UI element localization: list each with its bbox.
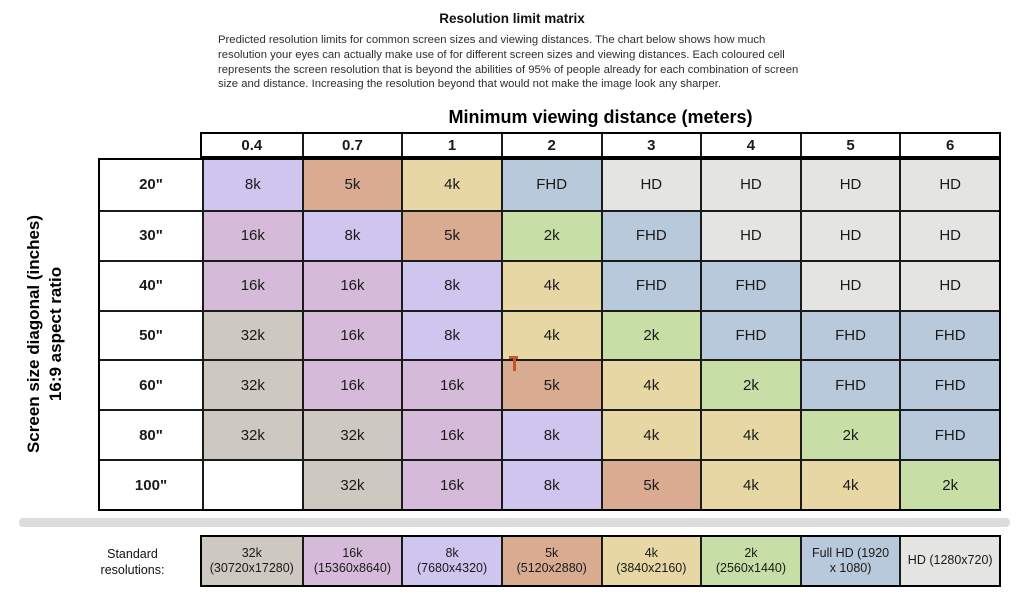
matrix-header-row: 0.4 0.7 1 2 3 4 5 6 bbox=[200, 132, 1001, 158]
matrix-cell: HD bbox=[899, 160, 999, 210]
matrix-cell: 5k bbox=[500, 359, 601, 410]
matrix-cell: FHD bbox=[500, 160, 601, 210]
column-header: 0.7 bbox=[301, 134, 402, 156]
matrix-cell: 4k bbox=[500, 259, 601, 310]
legend-item: 4k (3840x2160) bbox=[600, 537, 701, 585]
matrix-cell: FHD bbox=[899, 309, 999, 360]
row-label: 60" bbox=[100, 359, 202, 410]
matrix-cell: 8k bbox=[401, 309, 501, 360]
matrix-cell: 16k bbox=[401, 359, 501, 410]
column-header: 2 bbox=[500, 134, 601, 156]
matrix-cell: FHD bbox=[700, 309, 800, 360]
matrix-cell: 4k bbox=[600, 359, 701, 410]
legend-item: 8k (7680x4320) bbox=[401, 537, 501, 585]
matrix-cell: 8k bbox=[401, 259, 501, 310]
description-line: represents the screen resolution that is… bbox=[218, 63, 799, 76]
row-label: 80" bbox=[100, 409, 202, 460]
row-label: 50" bbox=[100, 309, 202, 360]
matrix-cell: 2k bbox=[600, 309, 701, 360]
legend-item: 2k (2560x1440) bbox=[700, 537, 800, 585]
legend-item: HD (1280x720) bbox=[899, 537, 999, 585]
description-line: Predicted resolution limits for common s… bbox=[218, 34, 766, 46]
matrix-cell: FHD bbox=[600, 259, 701, 310]
matrix-cell: HD bbox=[700, 160, 800, 210]
matrix-cell: 16k bbox=[301, 359, 402, 410]
x-axis-title: Minimum viewing distance (meters) bbox=[448, 107, 753, 127]
matrix-cell: 2k bbox=[899, 459, 999, 509]
matrix-cell: 4k bbox=[401, 160, 501, 210]
matrix-cell: 16k bbox=[401, 409, 501, 460]
matrix-body: 20" 8k 5k 4k FHD HD HD HD HD 30" 16k 8k 5k 2k FHD HD HD H… bbox=[98, 158, 1001, 511]
matrix-cell: 5k bbox=[301, 160, 402, 210]
matrix-cell: 4k bbox=[700, 459, 800, 509]
matrix-cell: 8k bbox=[202, 160, 302, 210]
matrix-cell: 8k bbox=[500, 409, 601, 460]
legend-item: 5k (5120x2880) bbox=[500, 537, 601, 585]
matrix-cell: HD bbox=[600, 160, 701, 210]
matrix-cell: HD bbox=[899, 259, 999, 310]
matrix-cell: 4k bbox=[500, 309, 601, 360]
matrix-cell: 4k bbox=[799, 459, 900, 509]
matrix-cell: 4k bbox=[700, 409, 800, 460]
row-label: 40" bbox=[100, 259, 202, 310]
matrix-cell: 5k bbox=[401, 209, 501, 260]
matrix-cell: FHD bbox=[799, 309, 900, 360]
red-mark-artifact bbox=[509, 356, 521, 372]
row-label: 20" bbox=[100, 160, 202, 210]
matrix-cell: HD bbox=[799, 259, 900, 310]
matrix-cell: 32k bbox=[202, 409, 302, 460]
legend-row: 32k (30720x17280) 16k (15360x8640) 8k (7680x4… bbox=[200, 535, 1001, 587]
horizontal-divider-bar bbox=[19, 518, 1010, 527]
matrix-cell bbox=[202, 459, 302, 509]
matrix-cell: FHD bbox=[799, 359, 900, 410]
matrix-cell: HD bbox=[700, 209, 800, 260]
matrix-cell: 32k bbox=[301, 409, 402, 460]
matrix-cell: 16k bbox=[202, 209, 302, 260]
row-label: 100" bbox=[100, 459, 202, 509]
y-axis-label-line2: 16:9 aspect ratio bbox=[46, 266, 65, 402]
matrix-cell: 4k bbox=[600, 409, 701, 460]
column-header: 1 bbox=[401, 134, 501, 156]
matrix-cell: 16k bbox=[301, 309, 402, 360]
matrix-cell: FHD bbox=[600, 209, 701, 260]
matrix-cell: FHD bbox=[899, 359, 999, 410]
matrix-cell: 32k bbox=[202, 309, 302, 360]
legend-item: 32k (30720x17280) bbox=[202, 537, 302, 585]
column-header: 5 bbox=[799, 134, 900, 156]
matrix-cell: 16k bbox=[301, 259, 402, 310]
legend-item: Full HD (1920 x 1080) bbox=[799, 537, 900, 585]
matrix-cell: 8k bbox=[500, 459, 601, 509]
row-label: 30" bbox=[100, 209, 202, 260]
matrix-cell: 8k bbox=[301, 209, 402, 260]
description-line: size and distance. Increasing the resolu… bbox=[218, 78, 722, 91]
matrix-cell: 16k bbox=[202, 259, 302, 310]
matrix-cell: 2k bbox=[700, 359, 800, 410]
page-title: Resolution limit matrix bbox=[439, 11, 585, 26]
matrix-cell: FHD bbox=[899, 409, 999, 460]
column-header: 0.4 bbox=[241, 136, 263, 154]
matrix-cell: 5k bbox=[600, 459, 701, 509]
matrix-cell: FHD bbox=[700, 259, 800, 310]
legend-label-line2: resolutions: bbox=[100, 563, 165, 577]
matrix-cell: 2k bbox=[500, 209, 601, 260]
matrix-cell: 32k bbox=[301, 459, 402, 509]
matrix-cell: HD bbox=[799, 209, 900, 260]
description-text: Predicted resolution limits for common s… bbox=[218, 33, 798, 92]
description-line: resolution your eyes can actually make u… bbox=[218, 48, 785, 61]
matrix-cell: 2k bbox=[799, 409, 900, 460]
matrix-cell: HD bbox=[799, 160, 900, 210]
legend-label: Standard resolutions: bbox=[85, 546, 180, 578]
matrix-cell: 32k bbox=[202, 359, 302, 410]
legend-item: 16k (15360x8640) bbox=[301, 537, 402, 585]
column-header: 6 bbox=[899, 134, 999, 156]
y-axis-label: Screen size diagonal (inches) 16:9 aspec… bbox=[23, 154, 71, 514]
column-header: 4 bbox=[700, 134, 800, 156]
column-header: 3 bbox=[600, 134, 701, 156]
legend-label-line1: Standard bbox=[107, 547, 158, 561]
matrix-cell: 16k bbox=[401, 459, 501, 509]
y-axis-label-line1: Screen size diagonal (inches) bbox=[24, 214, 43, 454]
matrix-cell: HD bbox=[899, 209, 999, 260]
